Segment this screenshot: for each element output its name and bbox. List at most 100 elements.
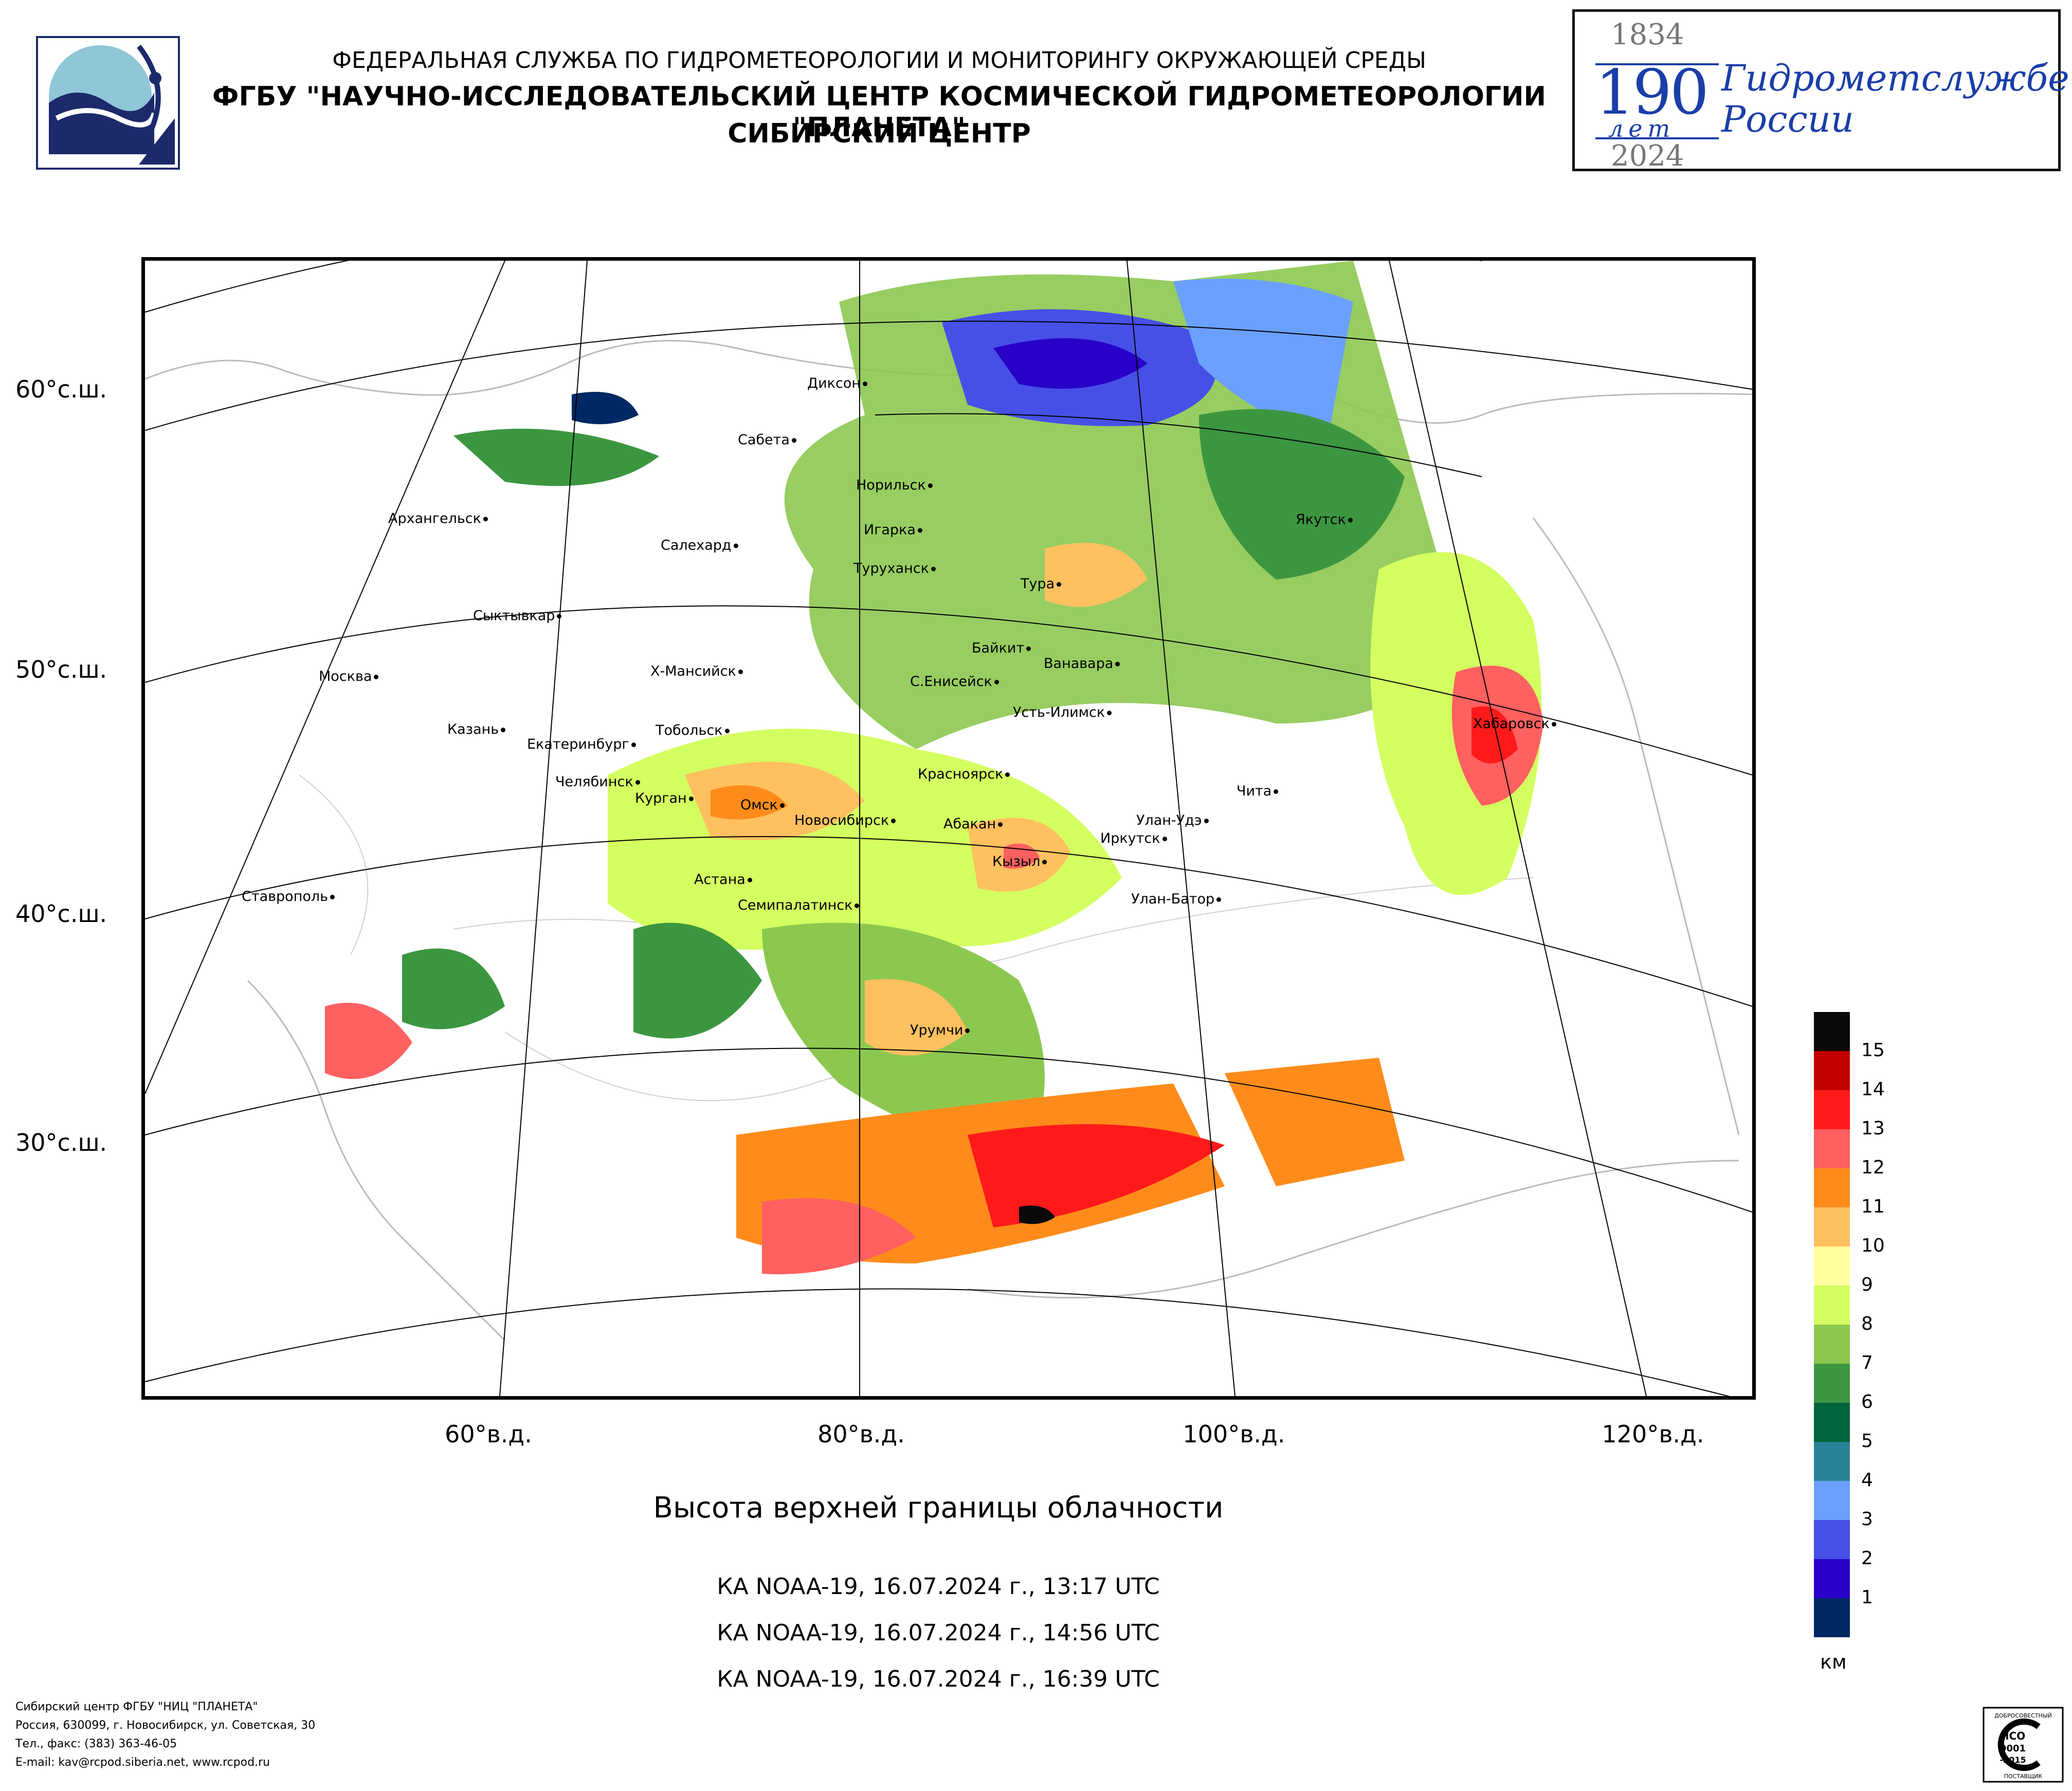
- city-label: Усть-Илимск: [1013, 704, 1112, 720]
- cloud-top-map: [141, 257, 1756, 1400]
- iso-text-3: -2015: [2000, 1755, 2026, 1765]
- city-label: Екатеринбург: [527, 736, 636, 752]
- city-label: Астана: [694, 872, 752, 888]
- city-label: Ванавара: [1044, 656, 1120, 672]
- graticule: [145, 261, 1752, 1396]
- anniversary-badge: 1834 190 лет 2024 Гидрометслужбе России: [1572, 9, 2069, 173]
- city-label: Москва: [319, 668, 379, 684]
- header-institute: ФГБУ "НАУЧНО-ИССЛЕДОВАТЕЛЬСКИЙ ЦЕНТР КОС…: [212, 81, 1547, 143]
- legend-level: 15: [1861, 1040, 1885, 1061]
- anniversary-number: 190: [1595, 57, 1709, 129]
- city-label: Иркутск: [1100, 830, 1167, 846]
- legend-swatch: [1814, 1012, 1850, 1051]
- city-label: Салехард: [661, 537, 738, 553]
- legend-level: 3: [1861, 1509, 1873, 1530]
- lon-label-60: 60°в.д.: [445, 1420, 532, 1448]
- city-label: Тобольск: [656, 722, 730, 738]
- city-label: Архангельск: [388, 511, 488, 527]
- legend-swatch: [1814, 1520, 1850, 1559]
- anniversary-year-start: 1834: [1611, 18, 1684, 51]
- legend-level: 11: [1861, 1196, 1885, 1217]
- legend-swatch: [1814, 1051, 1850, 1090]
- city-label: Диксон: [807, 375, 867, 391]
- lon-label-100: 100°в.д.: [1183, 1420, 1285, 1448]
- header-center: СИБИРСКИЙ ЦЕНТР: [728, 118, 1031, 149]
- map-canvas: [145, 261, 1752, 1396]
- city-label: Кызыл: [992, 854, 1047, 870]
- legend-level: 1: [1861, 1587, 1873, 1608]
- planeta-logo: [36, 36, 180, 170]
- iso-text-1: ИСО: [2001, 1730, 2025, 1742]
- legend-swatch: [1814, 1246, 1850, 1286]
- legend-level: 12: [1861, 1157, 1885, 1178]
- legend-swatch: [1814, 1403, 1850, 1442]
- legend-swatch: [1814, 1481, 1850, 1520]
- legend-unit: км: [1820, 1651, 1847, 1673]
- footer-line: Сибирский центр ФГБУ "НИЦ "ПЛАНЕТА": [15, 1700, 258, 1713]
- lon-label-120: 120°в.д.: [1602, 1420, 1704, 1448]
- legend-level: 2: [1861, 1548, 1873, 1569]
- footer-line: Россия, 630099, г. Новосибирск, ул. Сове…: [15, 1719, 316, 1732]
- lat-label-40: 40°с.ш.: [15, 900, 107, 928]
- satellite-pass-2: КА NOAA-19, 16.07.2024 г., 14:56 UTC: [717, 1620, 1160, 1646]
- legend-swatch: [1814, 1364, 1850, 1403]
- city-label: Хабаровск: [1473, 716, 1556, 732]
- cloud-top-field: [325, 261, 1543, 1275]
- anniversary-text-2: России: [1721, 98, 1854, 140]
- city-label: С.Енисейск: [910, 674, 999, 690]
- city-label: Чита: [1237, 783, 1279, 799]
- city-label: Норильск: [856, 477, 933, 493]
- map-title: Высота верхней границы облачности: [653, 1491, 1224, 1525]
- city-label: Тура: [1021, 576, 1062, 592]
- legend-level: 13: [1861, 1118, 1885, 1139]
- city-label: Семипалатинск: [738, 897, 860, 913]
- legend-level: 7: [1861, 1352, 1873, 1373]
- city-label: Новосибирск: [794, 812, 896, 828]
- legend-swatch: [1814, 1325, 1850, 1364]
- legend-swatch: [1814, 1559, 1850, 1598]
- legend-level: 8: [1861, 1313, 1873, 1334]
- satellite-pass-3: КА NOAA-19, 16.07.2024 г., 16:39 UTC: [717, 1666, 1160, 1692]
- city-label: Абакан: [943, 816, 1003, 832]
- city-label: Красноярск: [918, 766, 1010, 782]
- iso-text-2: 9001: [2000, 1743, 2026, 1754]
- legend-level: 6: [1861, 1391, 1873, 1413]
- iso-bottom: ПОСТАВЩИК: [2004, 1773, 2043, 1780]
- iso-badge: ДОБРОСОВЕСТНЫЙ ИСО 9001 -2015 ПОСТАВЩИК: [1982, 1706, 2064, 1783]
- anniversary-year-end: 2024: [1611, 139, 1684, 173]
- city-label: Туруханск: [853, 560, 936, 576]
- legend-swatch: [1814, 1598, 1850, 1637]
- legend-swatch: [1814, 1286, 1850, 1325]
- lat-label-50: 50°с.ш.: [15, 656, 107, 683]
- legend-level: 9: [1861, 1274, 1873, 1295]
- lat-label-60: 60°с.ш.: [15, 375, 107, 403]
- city-label: Байкит: [972, 640, 1031, 656]
- city-label: Казань: [447, 721, 506, 737]
- legend-swatch: [1814, 1442, 1850, 1481]
- legend-level: 4: [1861, 1470, 1873, 1491]
- city-label: Омск: [740, 797, 785, 813]
- legend-swatch: [1814, 1168, 1850, 1207]
- city-label: Игарка: [864, 522, 922, 538]
- city-label: Улан-Удэ: [1136, 812, 1209, 828]
- city-label: Улан-Батор: [1131, 891, 1222, 907]
- city-label: Сабета: [738, 432, 796, 448]
- footer-contacts: Сибирский центр ФГБУ "НИЦ "ПЛАНЕТА" Росс…: [15, 1698, 315, 1772]
- legend-level: 10: [1861, 1235, 1885, 1256]
- legend-level: 5: [1861, 1431, 1873, 1452]
- iso-top: ДОБРОСОВЕСТНЫЙ: [1994, 1712, 2052, 1719]
- header-agency: ФЕДЕРАЛЬНАЯ СЛУЖБА ПО ГИДРОМЕТЕОРОЛОГИИ …: [332, 47, 1426, 74]
- anniversary-rule-bottom: [1595, 137, 1719, 139]
- footer-line: E-mail: kav@rcpod.siberia.net, www.rcpod…: [15, 1756, 270, 1769]
- footer-line: Тел., факс: (383) 363-46-05: [15, 1738, 177, 1750]
- legend-swatch: [1814, 1129, 1850, 1168]
- legend-swatch: [1814, 1090, 1850, 1129]
- city-label: Ставрополь: [242, 889, 335, 904]
- anniversary-rule-top: [1595, 63, 1719, 65]
- city-label: Челябинск: [555, 774, 640, 790]
- city-label: Якутск: [1296, 512, 1353, 528]
- city-label: Сыктывкар: [473, 608, 562, 624]
- city-label: Курган: [635, 790, 694, 806]
- satellite-pass-1: КА NOAA-19, 16.07.2024 г., 13:17 UTC: [717, 1573, 1160, 1600]
- city-label: Х-Мансийск: [650, 663, 743, 679]
